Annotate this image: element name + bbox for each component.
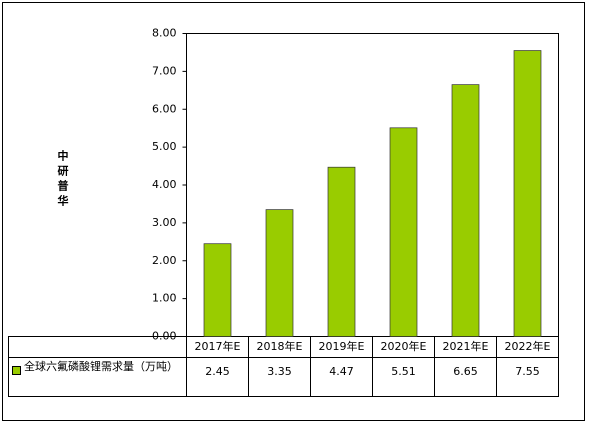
table-value: 2.45: [205, 365, 230, 378]
table-value: 3.35: [267, 365, 292, 378]
plot-area: [186, 33, 559, 337]
y-tick-label: 6.00: [152, 102, 177, 115]
bar: [265, 209, 294, 337]
legend-box: 全球六氟磷酸锂需求量（万吨）: [24, 360, 178, 373]
x-tick-label: 2021年E: [443, 339, 489, 353]
bar: [451, 84, 480, 337]
bar: [203, 243, 232, 337]
x-tick-label: 2022年E: [505, 339, 551, 353]
legend-swatch: [12, 366, 21, 375]
bar: [513, 50, 542, 337]
y-tick-label: 1.00: [152, 292, 177, 305]
x-tick-label: 2017年E: [195, 339, 241, 353]
x-tick-label: 2020年E: [381, 339, 427, 353]
x-tick-label: 2018年E: [257, 339, 303, 353]
bar: [327, 166, 356, 337]
table-value: 6.65: [453, 365, 478, 378]
y-tick-label: 0.00: [152, 330, 177, 343]
y-tick-label: 3.00: [152, 216, 177, 229]
y-tick-label: 4.00: [152, 178, 177, 191]
y-tick-label: 7.00: [152, 64, 177, 77]
annotation: 中研普华: [56, 149, 69, 210]
y-tick-label: 2.00: [152, 254, 177, 267]
x-tick-label: 2019年E: [319, 339, 365, 353]
bar: [389, 127, 418, 337]
y-tick-label: 5.00: [152, 140, 177, 153]
table-value: 7.55: [515, 365, 540, 378]
table-value: 5.51: [391, 365, 416, 378]
legend-label: 全球六氟磷酸锂需求量（万吨）: [24, 360, 178, 373]
y-tick-label: 8.00: [152, 27, 177, 40]
table-value: 4.47: [329, 365, 354, 378]
